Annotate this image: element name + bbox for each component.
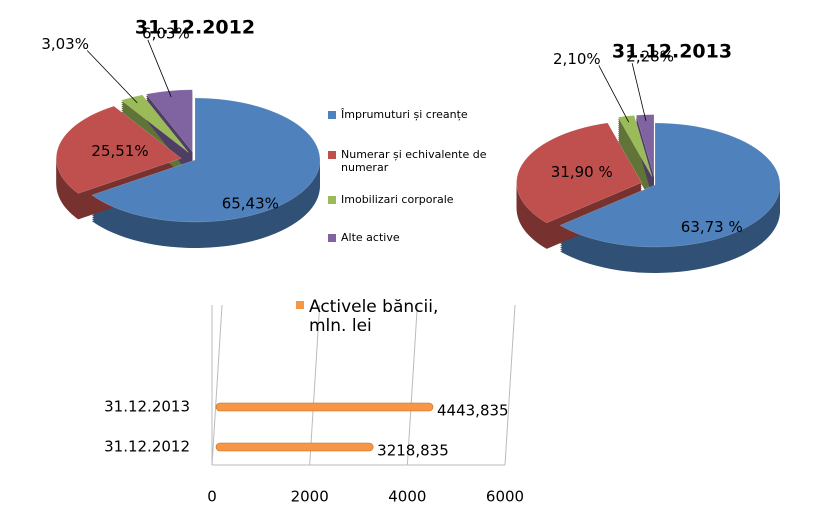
slice-side: [618, 131, 653, 193]
data-label: 2,28%: [626, 48, 674, 66]
slice-side: [618, 135, 653, 197]
data-label: 31,90 %: [551, 163, 613, 181]
data-label: 63,73 %: [681, 218, 743, 236]
x-tick-label: 2000: [291, 488, 329, 506]
legend-swatch: [328, 234, 336, 242]
slice: [91, 97, 321, 223]
slice-side: [618, 127, 653, 189]
legend-item: Activele băncii, mln. lei: [296, 298, 466, 336]
slice-side: [618, 139, 653, 201]
leader-line: [86, 50, 138, 104]
slice-side: [618, 123, 653, 185]
legend-label: Alte active: [341, 231, 400, 244]
slice: [635, 114, 655, 177]
leader-line: [631, 63, 647, 122]
data-label: 25,51%: [91, 142, 148, 160]
legend-label: Activele băncii, mln. lei: [309, 297, 439, 336]
grid-line: [309, 304, 321, 466]
legend-swatch: [328, 111, 336, 119]
grid-line: [406, 304, 418, 466]
data-label: 3,03%: [41, 35, 89, 53]
slice: [559, 122, 781, 248]
data-label: 2,10%: [553, 50, 601, 68]
slice-side: [618, 121, 653, 183]
data-label: 3218,835: [377, 442, 449, 460]
legend-label: Imobilizari corporale: [341, 193, 454, 206]
leader-line: [147, 39, 172, 98]
y-tick-label: 31.12.2012: [104, 438, 190, 456]
leader-line: [598, 65, 630, 123]
legend-swatch: [296, 301, 304, 309]
chart-title: 31.12.2013: [612, 41, 732, 63]
y-tick-label: 31.12.2013: [104, 398, 190, 416]
slice: [516, 122, 642, 224]
legend-label: Numerar și echivalente de numerar: [341, 148, 487, 174]
slice-side: [618, 125, 653, 187]
chart-title: 31.12.2012: [135, 17, 255, 39]
slice-side: [618, 137, 653, 199]
slice: [56, 105, 182, 194]
legend-item: Alte active: [328, 231, 518, 244]
slice: [617, 115, 653, 177]
legend-item: Împrumuturi și creanțe: [328, 108, 518, 121]
grid-line: [211, 304, 223, 466]
bar: [215, 442, 374, 452]
legend-label: Împrumuturi și creanțe: [341, 108, 468, 121]
x-tick-label: 6000: [486, 488, 524, 506]
legend-item: Imobilizari corporale: [328, 193, 518, 206]
legend-item: Numerar și echivalente de numerar: [328, 148, 518, 174]
data-label: 4443,835: [437, 402, 509, 420]
bar: [215, 402, 434, 412]
slice-side: [618, 129, 653, 191]
grid-line: [504, 304, 516, 466]
x-tick-label: 0: [207, 488, 217, 506]
data-label: 65,43%: [222, 194, 279, 212]
slice-side: [618, 133, 653, 195]
legend-swatch: [328, 151, 336, 159]
legend-swatch: [328, 196, 336, 204]
data-label: 6,03%: [142, 24, 190, 42]
x-tick-label: 4000: [388, 488, 426, 506]
